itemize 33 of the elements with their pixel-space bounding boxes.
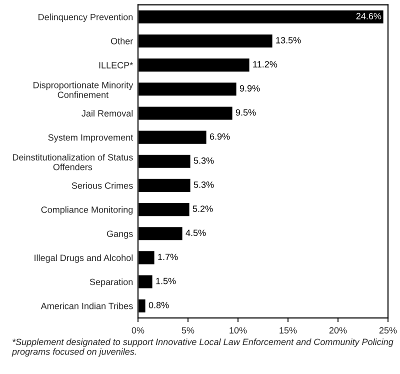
data-label: 9.5% bbox=[236, 109, 256, 116]
y-tick-label: Deinstitutionalization of Status Offenders bbox=[12, 154, 133, 170]
y-tick-label: Gangs bbox=[106, 230, 133, 239]
data-label: 5.2% bbox=[192, 206, 213, 212]
x-tick-label: 10% bbox=[230, 327, 247, 334]
data-label: 13.5% bbox=[276, 37, 301, 44]
data-label: 0.8% bbox=[148, 302, 169, 308]
x-tick-label: 20% bbox=[329, 327, 347, 334]
y-tick-label: Other bbox=[110, 38, 133, 44]
y-tick-label: Illegal Drugs and Alcohol bbox=[34, 254, 133, 263]
data-label: 9.9% bbox=[240, 85, 260, 92]
y-tick-label: Separation bbox=[90, 278, 133, 287]
data-label: 11.2% bbox=[253, 61, 278, 68]
x-tick-label: 25% bbox=[379, 327, 397, 334]
data-label: 5.3% bbox=[194, 157, 214, 164]
y-tick-label: American Indian Tribes bbox=[40, 302, 133, 310]
x-tick-label: 0% bbox=[132, 327, 144, 334]
text: *Supplement designated to support Innovative Local Law Enforcement and Community Policing programs focused on juveniles. bbox=[12, 338, 394, 357]
data-label: 1.7% bbox=[158, 254, 178, 260]
data-label: 4.5% bbox=[186, 230, 206, 236]
y-tick-label: Disproportionate Minority Confinement bbox=[34, 82, 134, 98]
data-label: 6.9% bbox=[210, 133, 230, 140]
data-label: 5.3% bbox=[194, 181, 214, 188]
y-tick-label: ILLECP* bbox=[99, 62, 133, 68]
y-tick-label: System Improvement bbox=[48, 134, 134, 142]
y-tick-label: Delinquency Prevention bbox=[38, 14, 133, 22]
data-label: 24.6% bbox=[356, 12, 382, 20]
data-label: 1.5% bbox=[156, 278, 176, 284]
y-tick-label: Compliance Monitoring bbox=[41, 206, 133, 215]
x-tick-label: 15% bbox=[280, 327, 297, 334]
x-tick-label: 5% bbox=[182, 327, 194, 334]
y-tick-label: Jail Removal bbox=[82, 110, 133, 117]
y-tick-label: Serious Crimes bbox=[72, 182, 133, 189]
